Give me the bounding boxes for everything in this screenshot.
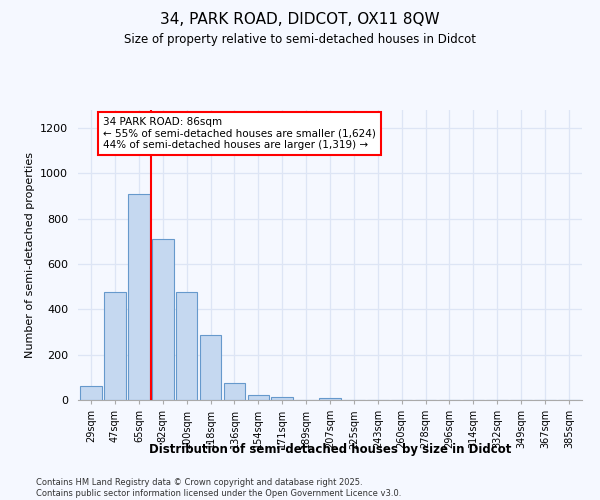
Bar: [152, 239, 173, 400]
Text: Distribution of semi-detached houses by size in Didcot: Distribution of semi-detached houses by …: [149, 442, 511, 456]
Bar: [176, 292, 197, 400]
Bar: [200, 336, 221, 400]
Bar: [248, 396, 269, 400]
Y-axis label: Number of semi-detached properties: Number of semi-detached properties: [25, 152, 35, 358]
Bar: [271, 396, 293, 400]
Bar: [224, 383, 245, 400]
Bar: [128, 194, 149, 400]
Bar: [104, 292, 126, 400]
Text: Contains HM Land Registry data © Crown copyright and database right 2025.
Contai: Contains HM Land Registry data © Crown c…: [36, 478, 401, 498]
Text: Size of property relative to semi-detached houses in Didcot: Size of property relative to semi-detach…: [124, 32, 476, 46]
Text: 34, PARK ROAD, DIDCOT, OX11 8QW: 34, PARK ROAD, DIDCOT, OX11 8QW: [160, 12, 440, 28]
Bar: [319, 398, 341, 400]
Text: 34 PARK ROAD: 86sqm
← 55% of semi-detached houses are smaller (1,624)
44% of sem: 34 PARK ROAD: 86sqm ← 55% of semi-detach…: [103, 117, 376, 150]
Bar: [80, 386, 102, 400]
